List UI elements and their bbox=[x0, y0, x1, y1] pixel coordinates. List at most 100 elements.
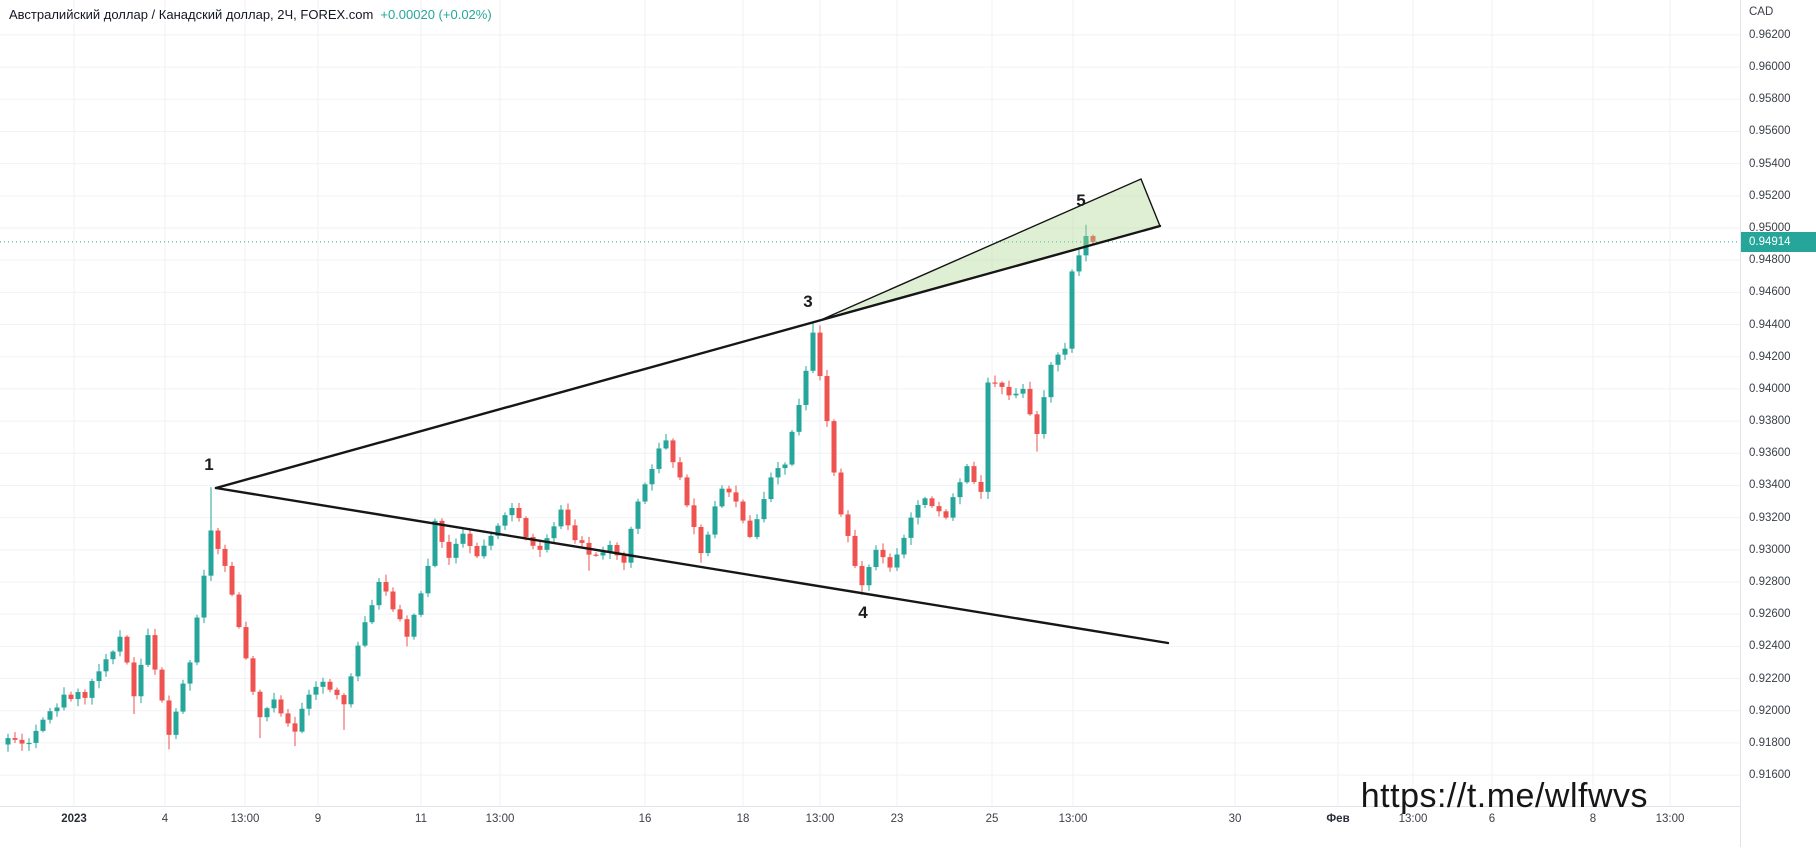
pattern-label-4[interactable]: 4 bbox=[858, 603, 868, 622]
symbol-title[interactable]: Австралийский доллар / Канадский доллар,… bbox=[9, 7, 374, 22]
candle-body bbox=[495, 525, 501, 536]
price-tick-label: 0.92400 bbox=[1749, 640, 1791, 653]
time-tick-label: 13:00 bbox=[805, 813, 835, 825]
candle-body bbox=[754, 519, 760, 537]
candle-body bbox=[19, 739, 25, 744]
candle-body bbox=[1069, 271, 1075, 349]
candle-body bbox=[390, 591, 396, 610]
candle-body bbox=[159, 669, 165, 701]
candle-body bbox=[726, 488, 732, 493]
price-tick-label: 0.95000 bbox=[1749, 222, 1791, 234]
price-tick-label: 0.94400 bbox=[1749, 318, 1791, 331]
candle-body bbox=[89, 681, 95, 698]
price-tick-label: 0.92000 bbox=[1749, 704, 1791, 717]
price-tick-label: 0.95600 bbox=[1749, 125, 1791, 138]
candle-body bbox=[915, 504, 921, 518]
price-tick-label: 0.93600 bbox=[1749, 447, 1791, 460]
candle-body bbox=[943, 511, 949, 518]
candle-body bbox=[635, 501, 641, 529]
time-axis[interactable]: 2023 4 13:00 9 11 13:00 16 18 13:00 23 25 13:00 30 Фе… bbox=[0, 806, 1816, 848]
price-tick-label: 0.94800 bbox=[1749, 254, 1791, 267]
candle-body bbox=[54, 707, 60, 712]
candle-body bbox=[257, 691, 263, 718]
pattern-label-3[interactable]: 3 bbox=[803, 292, 812, 311]
pattern-label-5[interactable]: 5 bbox=[1076, 191, 1085, 210]
candle-body bbox=[677, 462, 683, 478]
candle-body bbox=[138, 664, 144, 697]
candle-body bbox=[873, 549, 879, 568]
candle-body bbox=[859, 565, 865, 586]
candle-body bbox=[243, 627, 249, 659]
candle-body bbox=[12, 738, 18, 740]
time-tick-label: Фев bbox=[1326, 813, 1350, 825]
candle-body bbox=[418, 593, 424, 615]
candle-body bbox=[992, 382, 998, 384]
candle-body bbox=[194, 617, 200, 663]
candle-body bbox=[320, 681, 326, 687]
candles-series bbox=[5, 224, 1096, 752]
candle-body bbox=[880, 549, 886, 558]
candle-body bbox=[719, 488, 725, 507]
lower-expanding-line[interactable] bbox=[214, 486, 1170, 645]
candle-body bbox=[516, 507, 522, 519]
candle-body bbox=[341, 695, 347, 705]
time-tick-label: 13:00 bbox=[230, 813, 260, 825]
candle-body bbox=[425, 565, 431, 594]
candle-body bbox=[929, 498, 935, 507]
candle-body bbox=[96, 671, 102, 682]
time-tick-label: 13:00 bbox=[1058, 813, 1088, 825]
time-tick-label: 16 bbox=[638, 813, 652, 825]
candle-body bbox=[684, 477, 690, 506]
time-tick-label: 2023 bbox=[61, 813, 87, 825]
price-tick-label: 0.94200 bbox=[1749, 350, 1791, 363]
candle-body bbox=[229, 565, 235, 595]
time-tick-label: 25 bbox=[985, 813, 999, 825]
candle-body bbox=[222, 548, 228, 566]
candle-body bbox=[712, 506, 718, 535]
candle-body bbox=[1006, 386, 1012, 396]
candle-body bbox=[376, 582, 382, 606]
candle-body bbox=[1076, 255, 1082, 272]
candle-body bbox=[782, 464, 788, 469]
candle-body bbox=[152, 635, 158, 670]
candle-body bbox=[558, 509, 564, 527]
candle-body bbox=[40, 719, 46, 731]
candle-body bbox=[278, 699, 284, 714]
candlestick-chart[interactable]: 1 3 4 5 bbox=[0, 0, 1740, 806]
pattern-label-1[interactable]: 1 bbox=[204, 455, 213, 474]
candle-body bbox=[1027, 388, 1033, 415]
candle-body bbox=[768, 477, 774, 500]
candle-body bbox=[642, 484, 648, 502]
candle-body bbox=[691, 505, 697, 527]
candle-body bbox=[292, 723, 298, 732]
candle-body bbox=[985, 382, 991, 492]
candle-body bbox=[544, 538, 550, 550]
candle-body bbox=[866, 567, 872, 586]
candle-body bbox=[103, 659, 109, 672]
candle-body bbox=[432, 520, 438, 566]
candle-body bbox=[628, 528, 634, 563]
candle-body bbox=[47, 711, 53, 720]
candle-body bbox=[1062, 348, 1068, 355]
price-tick-label: 0.92600 bbox=[1749, 608, 1791, 621]
candle-body bbox=[614, 544, 620, 556]
candle-body bbox=[810, 332, 816, 371]
candle-body bbox=[607, 544, 613, 553]
price-axis[interactable]: CAD 0.96200 0.96000 0.95800 0.95600 0.95400 0… bbox=[1740, 0, 1816, 847]
price-tick-label: 0.91600 bbox=[1749, 769, 1791, 782]
chart-pane[interactable]: 1 3 4 5 Австралийский доллар / Канадский до… bbox=[0, 0, 1740, 813]
price-tick-label: 0.95400 bbox=[1749, 157, 1791, 170]
candle-body bbox=[817, 332, 823, 377]
price-tick-label: 0.91800 bbox=[1749, 736, 1791, 749]
upper-expanding-line[interactable] bbox=[214, 224, 1162, 490]
candle-body bbox=[383, 582, 389, 592]
candle-body bbox=[565, 509, 571, 526]
candle-body bbox=[705, 534, 711, 554]
candle-body bbox=[124, 636, 130, 663]
candle-body bbox=[474, 546, 480, 557]
candle-body bbox=[649, 468, 655, 485]
price-tick-label: 0.92200 bbox=[1749, 672, 1791, 685]
price-tick-label: 0.95800 bbox=[1749, 93, 1791, 106]
candle-body bbox=[775, 468, 781, 478]
candle-body bbox=[838, 472, 844, 515]
